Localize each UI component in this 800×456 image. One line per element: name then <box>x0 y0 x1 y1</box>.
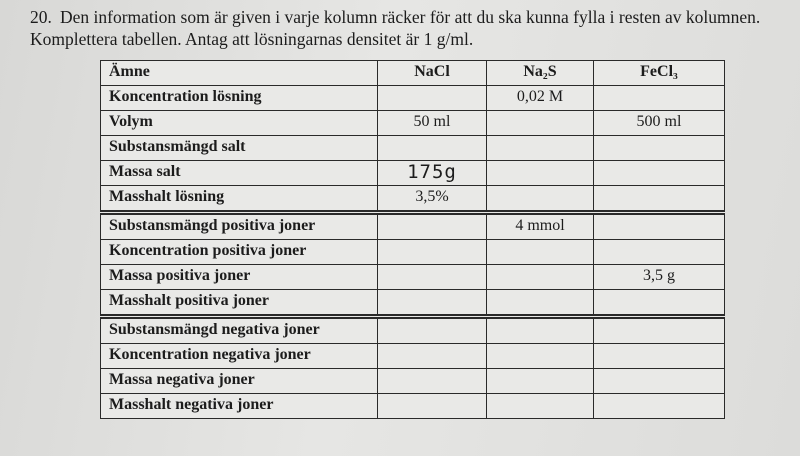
table-row: Massa positiva joner 3,5 g <box>100 264 725 290</box>
cell <box>486 368 594 394</box>
cell <box>377 210 487 240</box>
row-label: Substansmängd positiva joner <box>100 210 378 240</box>
table-row: Substansmängd salt <box>100 135 725 161</box>
table-row: Masshalt lösning 3,5% <box>100 185 725 213</box>
row-label: Masshalt positiva joner <box>100 289 378 317</box>
cell <box>486 239 594 265</box>
question: 20. Den information som är given i varje … <box>30 6 770 50</box>
cell <box>486 393 594 419</box>
table-row: Koncentration lösning 0,02 M <box>100 85 725 111</box>
cell <box>593 314 725 344</box>
cell <box>377 135 487 161</box>
row-label: Massa salt <box>100 160 378 186</box>
cell <box>593 85 725 111</box>
cell <box>377 343 487 369</box>
cell <box>593 289 725 317</box>
cell <box>593 185 725 213</box>
cell <box>486 185 594 213</box>
cell <box>377 239 487 265</box>
cell <box>593 368 725 394</box>
cell <box>377 289 487 317</box>
table-row: Volym 50 ml 500 ml <box>100 110 725 136</box>
row-label: Substansmängd salt <box>100 135 378 161</box>
row-label: Massa negativa joner <box>100 368 378 394</box>
header-cell: Ämne <box>100 60 378 86</box>
cell <box>593 239 725 265</box>
cell: 175g <box>377 160 487 186</box>
cell <box>593 393 725 419</box>
table-row: Massa negativa joner <box>100 368 725 394</box>
cell <box>377 85 487 111</box>
row-label: Koncentration lösning <box>100 85 378 111</box>
cell: 3,5 g <box>593 264 725 290</box>
cell <box>486 110 594 136</box>
cell <box>377 393 487 419</box>
row-label: Masshalt negativa joner <box>100 393 378 419</box>
cell: 0,02 M <box>486 85 594 111</box>
question-text: Den information som är given i varje kol… <box>30 7 761 49</box>
cell <box>377 314 487 344</box>
cell <box>486 289 594 317</box>
cell <box>593 135 725 161</box>
table-row: Koncentration positiva joner <box>100 239 725 265</box>
row-label: Massa positiva joner <box>100 264 378 290</box>
table-row: Substansmängd positiva joner 4 mmol <box>100 210 725 240</box>
cell: 3,5% <box>377 185 487 213</box>
cell <box>486 264 594 290</box>
table-row: Substansmängd negativa joner <box>100 314 725 344</box>
cell <box>486 314 594 344</box>
cell: 500 ml <box>593 110 725 136</box>
row-label: Koncentration positiva joner <box>100 239 378 265</box>
header-cell: Na₂S <box>486 60 594 86</box>
cell <box>377 368 487 394</box>
cell: 50 ml <box>377 110 487 136</box>
cell: 4 mmol <box>486 210 594 240</box>
table-row: Masshalt negativa joner <box>100 393 725 419</box>
header-cell: NaCl <box>377 60 487 86</box>
cell <box>593 343 725 369</box>
cell <box>486 135 594 161</box>
cell <box>593 160 725 186</box>
table-row: Koncentration negativa joner <box>100 343 725 369</box>
cell <box>486 343 594 369</box>
row-label: Substansmängd negativa joner <box>100 314 378 344</box>
row-label: Volym <box>100 110 378 136</box>
cell <box>486 160 594 186</box>
row-label: Masshalt lösning <box>100 185 378 213</box>
question-number: 20. <box>30 7 52 27</box>
cell <box>377 264 487 290</box>
header-cell: FeCl₃ <box>593 60 725 86</box>
header-row: Ämne NaCl Na₂S FeCl₃ <box>100 60 725 86</box>
cell <box>593 210 725 240</box>
row-label: Koncentration negativa joner <box>100 343 378 369</box>
table: Ämne NaCl Na₂S FeCl₃ Koncentration lösning 0,… <box>100 60 725 419</box>
table-row: Masshalt positiva joner <box>100 289 725 317</box>
table-row: Massa salt 175g <box>100 160 725 186</box>
